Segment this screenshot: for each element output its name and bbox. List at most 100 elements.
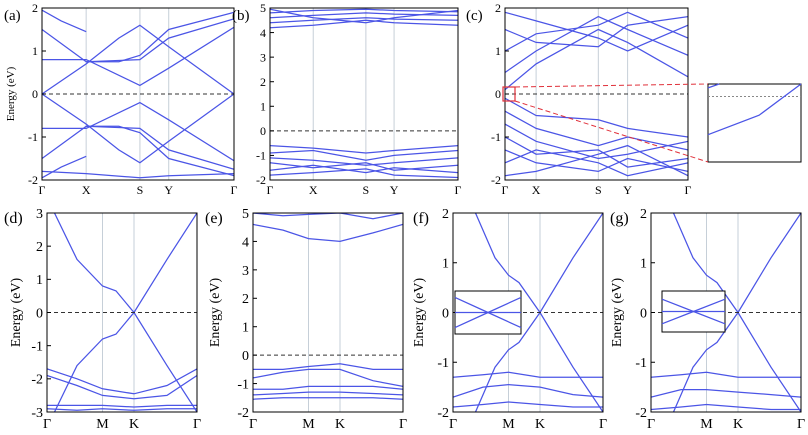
band-line [53, 213, 197, 412]
y-tick-label: 4 [242, 235, 249, 250]
x-tick-label: K [733, 417, 743, 432]
band-line [651, 371, 801, 378]
y-tick-label: 0 [260, 124, 266, 138]
y-tick-label: -2 [635, 406, 647, 421]
y-tick-label: 2 [442, 207, 449, 222]
band-line [651, 388, 801, 398]
band-line [42, 9, 87, 33]
y-axis-label: Energy (eV) [610, 278, 625, 348]
band-line [47, 408, 197, 411]
zoom-connector-line [514, 100, 709, 163]
band-line [270, 164, 458, 174]
x-tick-label: Γ [267, 183, 274, 197]
panel-label: (a) [4, 8, 21, 24]
x-tick-label: Γ [797, 417, 805, 432]
band-line [270, 17, 458, 24]
band-line [672, 213, 801, 412]
band-line [505, 110, 688, 151]
band-line [253, 223, 403, 243]
y-tick-label: 1 [32, 44, 38, 58]
panel-e: -2 -1 0 1 2 3 4 5 Γ M K Γ (e) Energy (eV) [205, 207, 407, 432]
y-tick-label: 1 [36, 273, 43, 288]
y-tick-label: 3 [242, 264, 249, 279]
band-line [505, 149, 688, 177]
x-tick-label: Γ [449, 417, 457, 432]
band-line [42, 125, 234, 170]
y-tick-label: -1 [437, 356, 449, 371]
y-tick-label: 1 [260, 99, 266, 113]
band-line [42, 26, 234, 87]
band-line [253, 397, 403, 400]
x-tick-label: X [309, 183, 318, 197]
y-tick-label: 2 [640, 207, 647, 222]
y-tick-label: 1 [495, 44, 501, 58]
y-tick-label: -2 [491, 173, 501, 187]
x-tick-label: Y [623, 183, 632, 197]
y-tick-label: 2 [495, 1, 501, 15]
zoom-box [502, 86, 516, 102]
band-line [505, 136, 688, 168]
y-tick-label: -1 [237, 377, 249, 392]
y-tick-label: 0 [640, 306, 647, 321]
x-tick-label: Γ [43, 417, 51, 432]
band-line [270, 19, 458, 29]
x-tick-label: Γ [599, 417, 607, 432]
y-tick-label: 1 [242, 321, 249, 336]
x-tick-label: S [137, 183, 144, 197]
band-line [453, 371, 603, 378]
band-line [505, 28, 688, 91]
zoom-connector-line [514, 83, 709, 88]
band-line [42, 93, 234, 164]
band-line [270, 162, 458, 171]
x-tick-label: Y [164, 183, 173, 197]
panel-d: -3 -2 -1 0 1 2 3 Γ M K Γ (d) Energy (eV) [4, 207, 201, 432]
band-line [505, 97, 688, 138]
x-tick-label: X [532, 183, 541, 197]
panel-a: -2 -1 0 1 2 Γ X S Y Γ (a) Energy (eV) [4, 1, 238, 197]
band-line [42, 155, 87, 179]
x-tick-label: K [335, 417, 345, 432]
band-line [253, 391, 403, 396]
panel-label: (f) [413, 210, 429, 227]
band-line [474, 213, 603, 412]
panel-c: -2 -1 0 1 2 Γ X S Y Γ (c) [466, 1, 802, 197]
band-line [270, 8, 458, 24]
x-tick-label: Γ [399, 417, 407, 432]
plot-frame [269, 7, 459, 181]
band-line [270, 157, 458, 166]
y-tick-label: 0 [36, 306, 43, 321]
panel-label: (d) [4, 210, 23, 227]
x-tick-label: Γ [502, 183, 509, 197]
y-axis-label: Energy (eV) [9, 278, 24, 348]
band-line [505, 123, 688, 160]
y-tick-label: 0 [32, 87, 38, 101]
band-line [270, 149, 458, 161]
panel-b: -2 -1 0 1 2 3 4 5 Γ X S Y Γ (b) [232, 1, 462, 197]
x-tick-label: M [302, 417, 315, 432]
x-tick-label: Γ [39, 183, 46, 197]
inset-frame [707, 83, 802, 163]
band-line [270, 8, 458, 14]
y-tick-label: 1 [442, 257, 449, 272]
x-tick-label: Γ [249, 417, 257, 432]
x-tick-label: M [502, 417, 515, 432]
band-line [270, 144, 458, 154]
y-axis-label: Energy (eV) [208, 278, 223, 348]
band-line [42, 18, 234, 63]
panel-label: (c) [466, 8, 483, 24]
x-tick-label: X [82, 183, 91, 197]
y-tick-label: -1 [635, 356, 647, 371]
band-line [505, 11, 688, 52]
band-line [86, 125, 234, 177]
inset [454, 290, 522, 335]
x-tick-label: Y [390, 183, 399, 197]
x-tick-label: S [363, 183, 370, 197]
panel-f: -2 -1 0 1 2 Γ M K Γ (f) Energy (eV) [412, 207, 607, 432]
band-line [253, 385, 403, 390]
y-tick-label: 3 [36, 207, 43, 222]
y-tick-label: 2 [260, 75, 266, 89]
y-tick-label: -1 [491, 130, 501, 144]
x-tick-label: M [700, 417, 713, 432]
panel-label: (b) [232, 8, 250, 24]
